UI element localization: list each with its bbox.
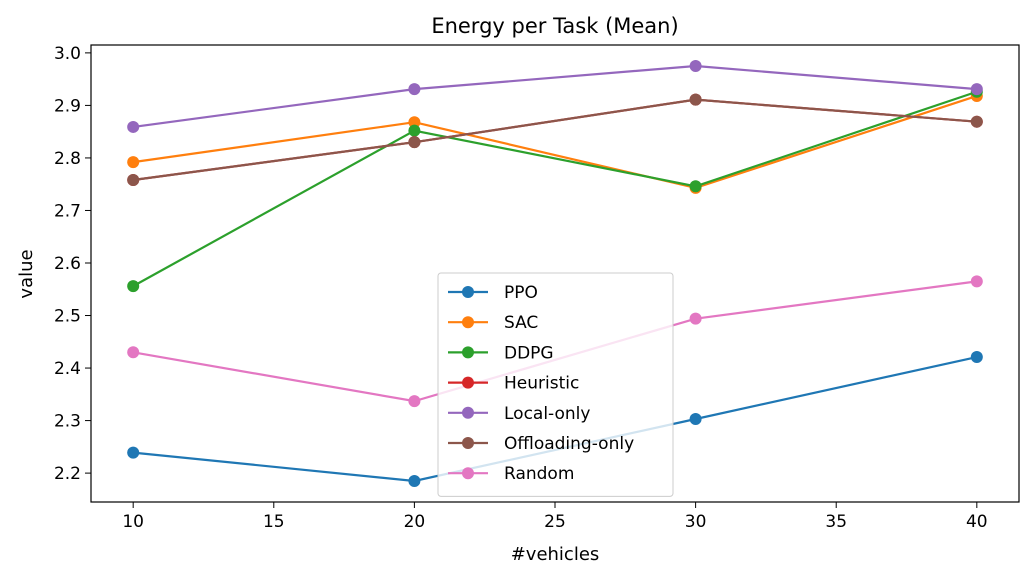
series-line-offloading-only bbox=[133, 98, 977, 182]
legend-marker-ppo bbox=[462, 286, 474, 298]
y-tick-label: 2.9 bbox=[54, 96, 81, 116]
legend-marker-random bbox=[462, 467, 474, 480]
data-point-ppo bbox=[689, 413, 702, 426]
legend-marker-sac bbox=[462, 316, 474, 329]
y-tick-label: 2.2 bbox=[54, 464, 81, 484]
x-axis: 10 15 20 25 30 35 40 bbox=[122, 502, 988, 532]
data-point-sac bbox=[127, 156, 140, 169]
data-point-random bbox=[127, 346, 140, 359]
x-tick-label: 10 bbox=[122, 512, 144, 532]
data-point-local-only bbox=[408, 83, 421, 96]
legend-box bbox=[437, 272, 674, 497]
x-tick-label: 20 bbox=[404, 512, 426, 532]
series-line-ddpg bbox=[132, 90, 978, 288]
data-point-offloading-only bbox=[127, 173, 140, 186]
data-point-random bbox=[408, 395, 421, 408]
y-axis: 2.2 2.3 2.4 2.5 2.6 2.7 2.8 2.9 3.0 bbox=[54, 44, 91, 484]
series-line-local-only bbox=[133, 64, 977, 129]
legend-label-ddpg: DDPG bbox=[504, 343, 554, 363]
y-tick-label: 2.3 bbox=[54, 412, 81, 432]
y-tick-label: 2.7 bbox=[54, 201, 81, 221]
legend-marker-offloading-only bbox=[462, 437, 474, 449]
x-tick-label: 30 bbox=[685, 512, 707, 532]
data-point-sac bbox=[408, 116, 421, 129]
data-point-offloading-only bbox=[689, 93, 702, 106]
legend-label-sac: SAC bbox=[504, 313, 538, 333]
series-layer bbox=[127, 60, 983, 487]
legend: PPO SAC DDPG Heuristic Local-only Offloading-… bbox=[437, 272, 674, 497]
data-point-ppo bbox=[127, 446, 140, 459]
legend-marker-ddpg bbox=[462, 346, 474, 359]
x-tick-label: 25 bbox=[544, 512, 566, 532]
y-tick-label: 2.6 bbox=[54, 254, 81, 274]
y-axis-label: value bbox=[16, 249, 37, 298]
chart-title: Energy per Task (Mean) bbox=[431, 14, 678, 38]
data-point-local-only bbox=[689, 60, 702, 73]
x-tick-label: 15 bbox=[263, 512, 285, 532]
data-point-local-only bbox=[127, 120, 140, 133]
legend-marker-heuristic bbox=[462, 376, 474, 389]
legend-label-random: Random bbox=[504, 464, 574, 484]
data-point-offloading-only bbox=[970, 115, 983, 128]
legend-label-local-only: Local-only bbox=[504, 404, 590, 424]
data-point-ppo bbox=[970, 351, 983, 364]
data-point-ddpg bbox=[689, 180, 702, 193]
y-tick-label: 2.8 bbox=[54, 149, 81, 169]
x-tick-label: 35 bbox=[825, 512, 847, 532]
y-tick-label: 3.0 bbox=[54, 44, 81, 64]
legend-label-offloading-only: Offloading-only bbox=[504, 434, 634, 454]
legend-label-ppo: PPO bbox=[504, 283, 538, 303]
x-tick-label: 40 bbox=[966, 512, 988, 532]
data-point-local-only bbox=[970, 83, 983, 96]
data-point-ddpg bbox=[408, 124, 421, 137]
y-tick-label: 2.4 bbox=[54, 359, 81, 379]
x-axis-label: #vehicles bbox=[511, 544, 600, 565]
data-point-ddpg bbox=[127, 280, 140, 293]
data-point-offloading-only bbox=[408, 136, 421, 149]
y-tick-label: 2.5 bbox=[54, 307, 81, 327]
legend-marker-local-only bbox=[462, 406, 474, 419]
data-point-ppo bbox=[408, 474, 421, 487]
series-line-sac bbox=[133, 94, 978, 190]
legend-label-heuristic: Heuristic bbox=[504, 374, 579, 394]
data-point-random bbox=[689, 312, 702, 325]
data-point-random bbox=[970, 275, 983, 288]
